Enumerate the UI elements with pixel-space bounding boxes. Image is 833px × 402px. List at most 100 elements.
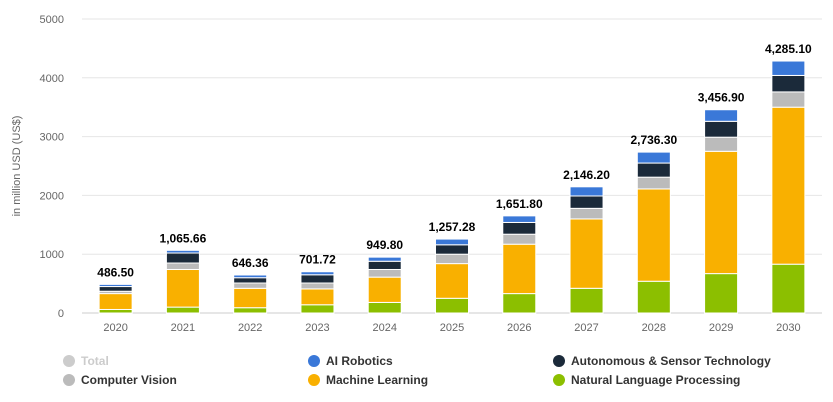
legend-item-machine-learning[interactable]: Machine Learning bbox=[308, 371, 428, 389]
legend-marker-autonomous-sensor-technology bbox=[553, 355, 565, 367]
bar-segment-machine-learning-2023[interactable] bbox=[300, 288, 335, 306]
legend-label-computer-vision: Computer Vision bbox=[81, 373, 177, 387]
bar-segment-natural-language-processing-2030[interactable] bbox=[771, 263, 806, 314]
total-data-label: 2,146.20 bbox=[563, 168, 610, 182]
legend-item-total[interactable]: Total bbox=[63, 352, 109, 370]
bar-segment-computer-vision-2021[interactable] bbox=[165, 262, 200, 270]
bar-segment-natural-language-processing-2027[interactable] bbox=[569, 287, 604, 314]
x-tick-label: 2025 bbox=[440, 322, 464, 334]
bar-segment-machine-learning-2025[interactable] bbox=[435, 263, 469, 299]
bar-segment-computer-vision-2023[interactable] bbox=[300, 282, 335, 290]
bar-segment-ai-robotics-2025[interactable] bbox=[435, 238, 469, 246]
bar-segment-computer-vision-2025[interactable] bbox=[435, 253, 469, 265]
total-data-label: 3,456.90 bbox=[698, 91, 745, 105]
bar-segment-natural-language-processing-2021[interactable] bbox=[165, 306, 200, 314]
bar-segment-ai-robotics-2030[interactable] bbox=[771, 60, 806, 76]
legend-marker-ai-robotics bbox=[308, 355, 320, 367]
legend-marker-natural-language-processing bbox=[553, 374, 565, 386]
bar-segment-ai-robotics-2024[interactable] bbox=[367, 256, 402, 262]
bar-segment-machine-learning-2029[interactable] bbox=[704, 150, 739, 275]
bar-segment-autonomous-sensor-technology-2025[interactable] bbox=[435, 244, 469, 255]
bar-segment-autonomous-sensor-technology-2027[interactable] bbox=[569, 195, 604, 209]
y-tick-label: 3000 bbox=[40, 132, 64, 144]
legend-item-natural-language-processing[interactable]: Natural Language Processing bbox=[553, 371, 740, 389]
bar-segment-machine-learning-2022[interactable] bbox=[233, 287, 268, 309]
bar-segment-computer-vision-2022[interactable] bbox=[233, 282, 268, 289]
legend-item-autonomous-sensor-technology[interactable]: Autonomous & Sensor Technology bbox=[553, 352, 771, 370]
bar-segment-machine-learning-2024[interactable] bbox=[367, 276, 402, 303]
bar-segment-autonomous-sensor-technology-2024[interactable] bbox=[367, 260, 402, 270]
x-tick-label: 2024 bbox=[372, 322, 396, 334]
bar-segment-ai-robotics-2027[interactable] bbox=[569, 186, 604, 197]
total-data-label: 1,651.80 bbox=[496, 197, 543, 211]
legend-marker-total bbox=[63, 355, 75, 367]
total-data-label: 646.36 bbox=[232, 256, 269, 270]
total-data-label: 701.72 bbox=[299, 253, 336, 267]
bar-segment-autonomous-sensor-technology-2026[interactable] bbox=[502, 221, 537, 235]
x-tick-label: 2028 bbox=[642, 322, 666, 334]
legend-item-ai-robotics[interactable]: AI Robotics bbox=[308, 352, 393, 370]
bar-segment-machine-learning-2030[interactable] bbox=[771, 106, 806, 265]
bar-segment-autonomous-sensor-technology-2023[interactable] bbox=[300, 274, 335, 284]
x-tick-label: 2021 bbox=[171, 322, 195, 334]
bar-segment-ai-robotics-2021[interactable] bbox=[165, 249, 200, 254]
bar-segment-natural-language-processing-2028[interactable] bbox=[636, 280, 671, 314]
bar-segment-computer-vision-2027[interactable] bbox=[569, 207, 604, 220]
x-tick-label: 2029 bbox=[709, 322, 733, 334]
bar-segment-natural-language-processing-2023[interactable] bbox=[300, 304, 335, 314]
bar-segment-natural-language-processing-2020[interactable] bbox=[98, 308, 133, 314]
bar-segment-machine-learning-2020[interactable] bbox=[98, 293, 133, 310]
bar-segment-computer-vision-2028[interactable] bbox=[636, 176, 671, 190]
y-tick-label: 5000 bbox=[40, 14, 64, 26]
bar-segment-computer-vision-2024[interactable] bbox=[367, 268, 402, 278]
bar-segment-ai-robotics-2026[interactable] bbox=[502, 215, 537, 223]
bar-segment-natural-language-processing-2024[interactable] bbox=[367, 301, 402, 314]
x-tick-label: 2023 bbox=[305, 322, 329, 334]
x-tick-label: 2022 bbox=[238, 322, 262, 334]
legend-marker-computer-vision bbox=[63, 374, 75, 386]
bar-segment-autonomous-sensor-technology-2030[interactable] bbox=[771, 74, 806, 93]
legend-label-ai-robotics: AI Robotics bbox=[326, 354, 393, 368]
bar-segment-machine-learning-2027[interactable] bbox=[569, 218, 604, 289]
bar-segment-natural-language-processing-2022[interactable] bbox=[233, 307, 268, 314]
stacked-bar-chart: 0 1000 2000 3000 4000 5000 in million USD (US$… bbox=[11, 14, 822, 334]
bar-segment-natural-language-processing-2026[interactable] bbox=[502, 293, 537, 314]
total-data-label: 1,065.66 bbox=[160, 231, 207, 245]
bar-segment-autonomous-sensor-technology-2029[interactable] bbox=[704, 120, 739, 138]
bar-segment-ai-robotics-2029[interactable] bbox=[704, 109, 739, 122]
x-tick-label: 2030 bbox=[776, 322, 800, 334]
bar-segment-machine-learning-2028[interactable] bbox=[636, 188, 671, 282]
bar-segment-ai-robotics-2020[interactable] bbox=[98, 283, 133, 288]
bar-segment-autonomous-sensor-technology-2020[interactable] bbox=[98, 286, 133, 292]
y-tick-label: 0 bbox=[58, 308, 64, 320]
bar-segment-autonomous-sensor-technology-2022[interactable] bbox=[233, 277, 268, 284]
bar-segment-ai-robotics-2022[interactable] bbox=[233, 274, 268, 279]
x-tick-label: 2026 bbox=[507, 322, 531, 334]
bar-segment-machine-learning-2021[interactable] bbox=[165, 268, 200, 308]
bar-segment-natural-language-processing-2025[interactable] bbox=[435, 297, 469, 314]
chart-legend: Total AI Robotics Autonomous & Sensor Te… bbox=[0, 350, 833, 390]
legend-item-computer-vision[interactable]: Computer Vision bbox=[63, 371, 177, 389]
legend-label-autonomous-sensor-technology: Autonomous & Sensor Technology bbox=[571, 354, 771, 368]
y-tick-label: 2000 bbox=[40, 190, 64, 202]
bar-segment-autonomous-sensor-technology-2021[interactable] bbox=[165, 252, 200, 264]
bar-segment-computer-vision-2030[interactable] bbox=[771, 91, 806, 108]
total-data-label: 1,257.28 bbox=[429, 220, 476, 234]
bar-segment-computer-vision-2026[interactable] bbox=[502, 233, 537, 245]
bar-segment-computer-vision-2029[interactable] bbox=[704, 136, 739, 152]
bar-segment-ai-robotics-2028[interactable] bbox=[636, 151, 671, 164]
legend-label-machine-learning: Machine Learning bbox=[326, 373, 429, 387]
total-data-label: 2,736.30 bbox=[630, 133, 677, 147]
y-tick-label: 1000 bbox=[40, 249, 64, 261]
bar-segment-autonomous-sensor-technology-2028[interactable] bbox=[636, 162, 671, 178]
bar-segment-machine-learning-2026[interactable] bbox=[502, 243, 537, 295]
x-tick-label: 2020 bbox=[103, 322, 127, 334]
bar-segment-natural-language-processing-2029[interactable] bbox=[704, 273, 739, 314]
bar-segment-ai-robotics-2023[interactable] bbox=[300, 271, 335, 276]
y-axis-label: in million USD (US$) bbox=[11, 116, 23, 217]
x-tick-label: 2027 bbox=[574, 322, 598, 334]
legend-label-total: Total bbox=[81, 354, 109, 368]
total-data-label: 486.50 bbox=[97, 265, 134, 279]
total-data-label: 4,285.10 bbox=[765, 42, 812, 56]
